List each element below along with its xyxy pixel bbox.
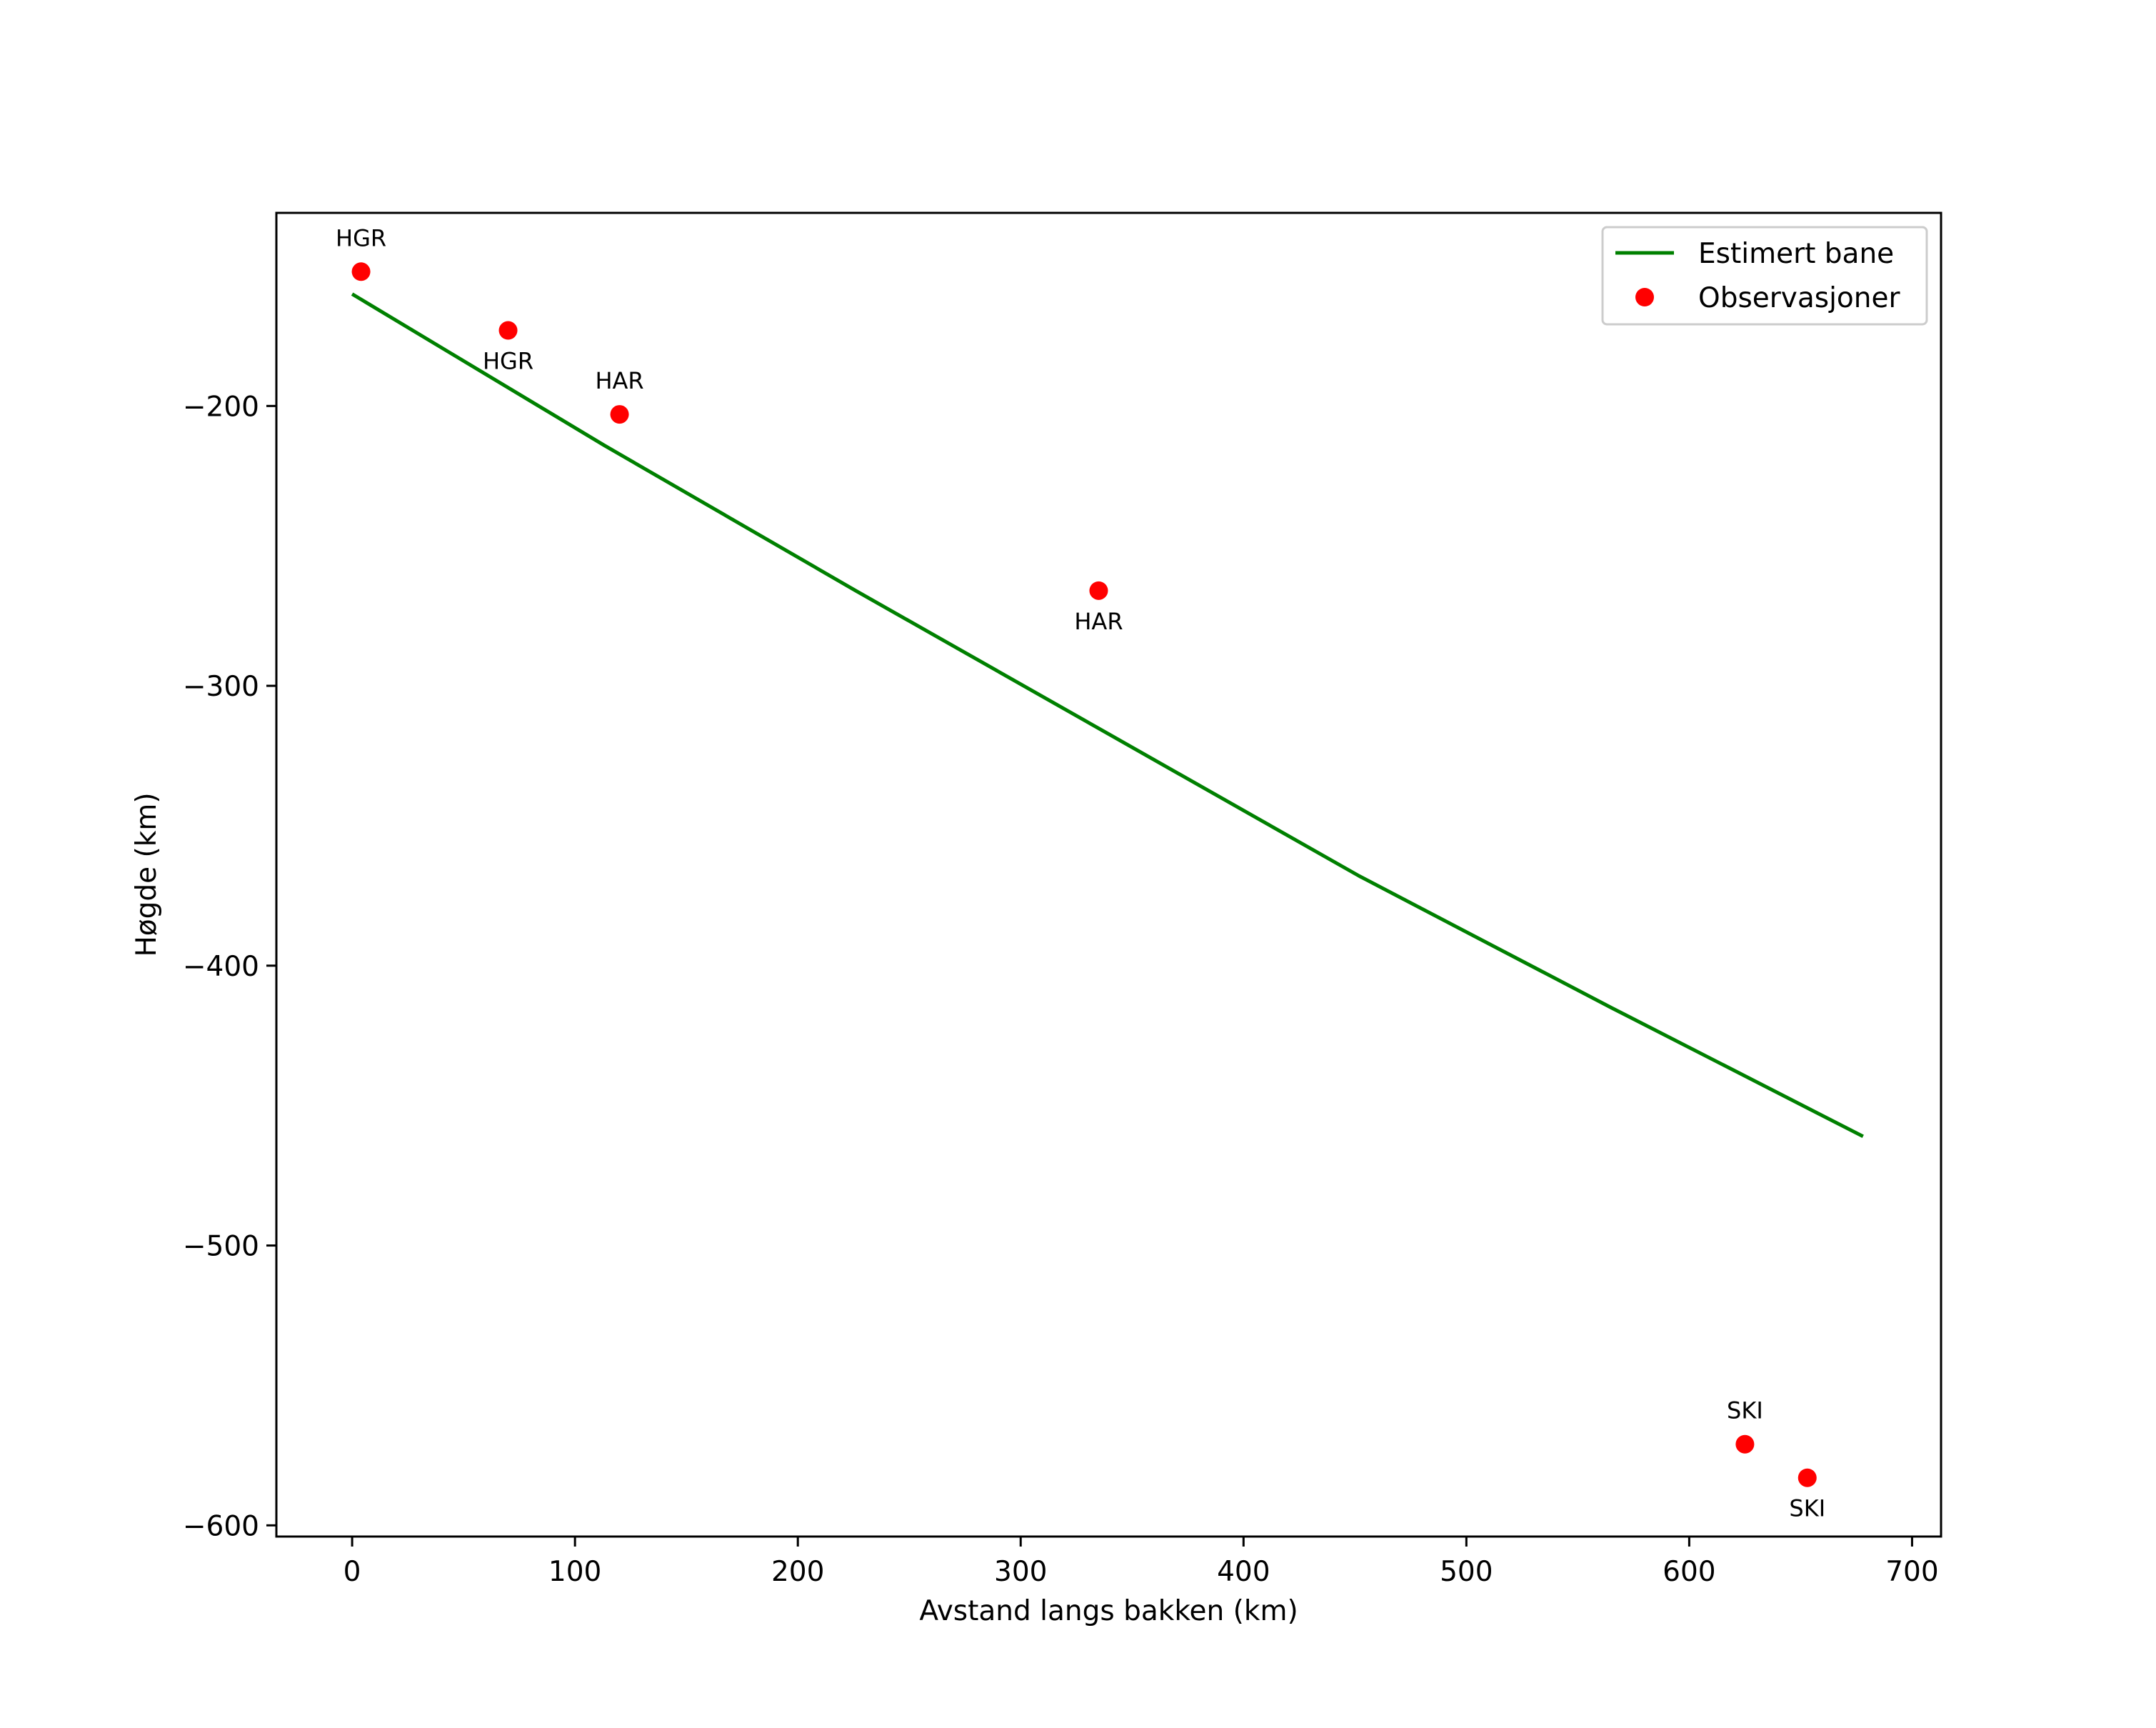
observation-point bbox=[610, 405, 629, 424]
plot-area: HGR HGR HAR HAR SKI SKI bbox=[336, 224, 1864, 1522]
x-tick-label: 700 bbox=[1885, 1556, 1938, 1588]
point-label: SKI bbox=[1789, 1495, 1825, 1522]
x-tick-label: 300 bbox=[994, 1556, 1047, 1588]
y-axis: −200 −300 −400 −500 −600 bbox=[183, 391, 276, 1542]
observation-point bbox=[1797, 1468, 1817, 1487]
observation-point bbox=[351, 262, 371, 281]
series-line-estimert-bane bbox=[351, 292, 1864, 1139]
point-label: HGR bbox=[483, 348, 533, 375]
x-tick-label: 200 bbox=[771, 1556, 824, 1588]
point-label: HAR bbox=[1074, 608, 1123, 635]
legend-entry-observasjoner: Observasjoner bbox=[1698, 282, 1901, 314]
legend-box bbox=[1601, 226, 1928, 326]
legend-entry-estimert-bane: Estimert bane bbox=[1698, 238, 1894, 270]
y-tick-label: −500 bbox=[183, 1231, 259, 1263]
observation-point bbox=[1735, 1434, 1755, 1454]
x-tick-label: 100 bbox=[548, 1556, 601, 1588]
y-tick-label: −400 bbox=[183, 951, 259, 983]
point-label: SKI bbox=[1727, 1397, 1763, 1424]
x-tick-label: 500 bbox=[1440, 1556, 1493, 1588]
x-tick-label: 600 bbox=[1663, 1556, 1715, 1588]
point-label: HAR bbox=[595, 367, 643, 394]
axes-frame bbox=[275, 211, 1942, 1538]
legend: Estimert bane Observasjoner bbox=[1601, 226, 1928, 326]
observation-point bbox=[498, 321, 518, 340]
x-axis-label: Avstand langs bakken (km) bbox=[919, 1595, 1298, 1627]
x-axis: 0 100 200 300 400 500 600 700 bbox=[344, 1537, 1939, 1588]
y-axis-label: Høgde (km) bbox=[131, 792, 163, 957]
point-labels: HGR HGR HAR HAR SKI SKI bbox=[336, 224, 1825, 1522]
x-tick-label: 0 bbox=[344, 1556, 361, 1588]
series-points-observasjoner bbox=[351, 262, 1817, 1487]
y-tick-label: −200 bbox=[183, 391, 259, 423]
legend-marker-sample bbox=[1635, 288, 1654, 306]
y-tick-label: −300 bbox=[183, 671, 259, 703]
x-tick-label: 400 bbox=[1217, 1556, 1270, 1588]
y-tick-label: −600 bbox=[183, 1510, 259, 1542]
observation-point bbox=[1089, 581, 1108, 600]
point-label: HGR bbox=[336, 224, 386, 251]
